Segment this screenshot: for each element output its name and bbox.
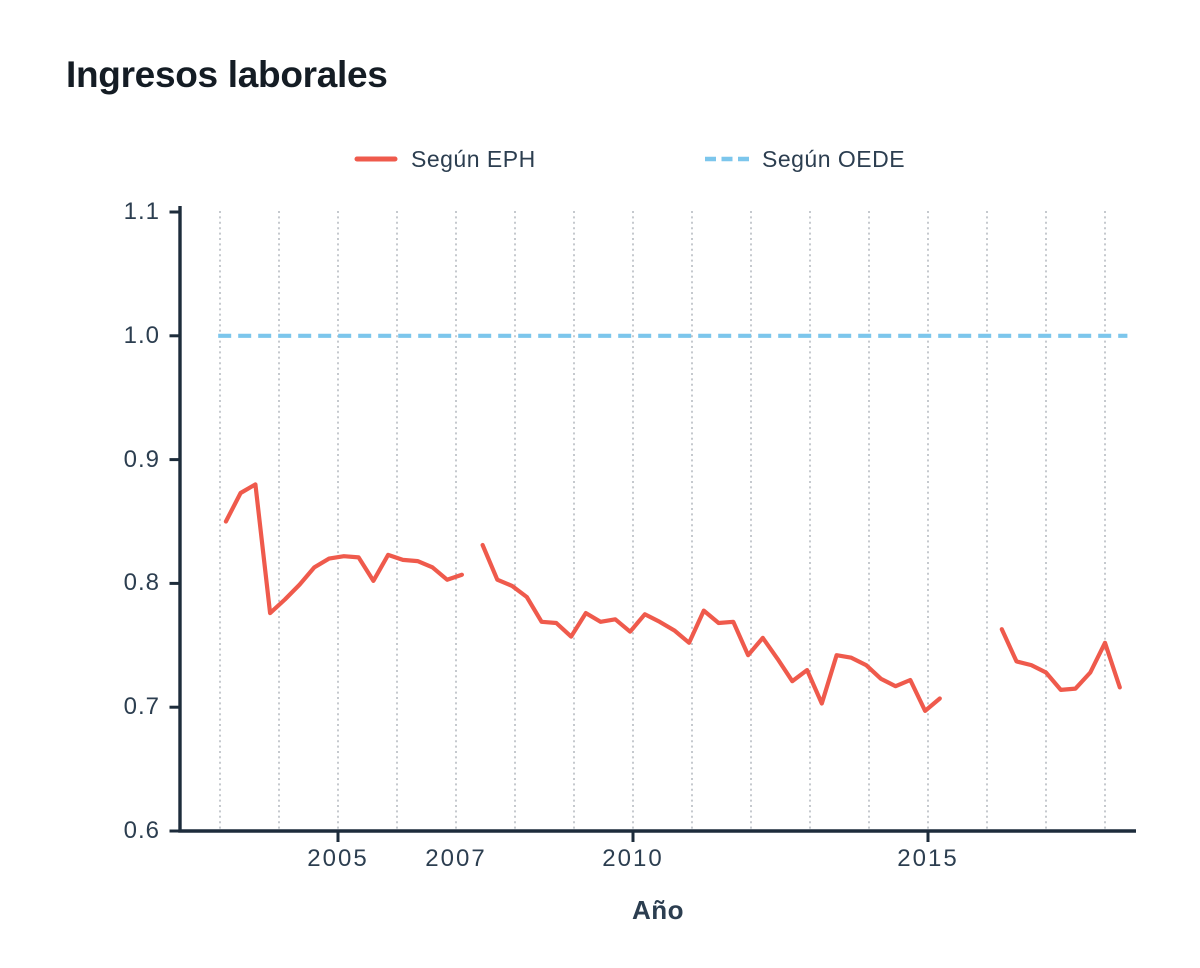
y-tick-label-0.7: 0.7 [123,693,160,721]
x-axis-title: Año [631,895,685,925]
x-tick-label-2005: 2005 [307,845,369,872]
legend-label-oede: Según OEDE [762,145,906,172]
x-tick-label-2015: 2015 [897,845,959,872]
y-tick-label-0.6: 0.6 [123,817,160,844]
chart-title: Ingresos laborales [66,54,388,95]
axis-lines [178,206,1136,833]
y-tick-label-1.1: 1.1 [123,198,160,225]
y-tick-label-1.0: 1.0 [123,321,160,349]
y-tick-label-0.8: 0.8 [123,569,160,597]
y-tick-label-0.9: 0.9 [123,445,160,473]
legend-item-oede: Según OEDE [705,144,905,174]
legend-label-eph: Según EPH [411,145,536,172]
x-tick-label-2007: 2007 [425,845,487,872]
eph-line-segment-0 [223,482,464,616]
oede-dashed-line-swatch-icon [705,156,749,162]
eph-line-segment-1 [480,542,942,714]
legend-item-eph: Según EPH [354,144,536,174]
x-tick-label-2010: 2010 [602,845,664,872]
eph-line-segment-2 [999,627,1122,693]
eph-solid-line-swatch-icon [354,156,398,162]
